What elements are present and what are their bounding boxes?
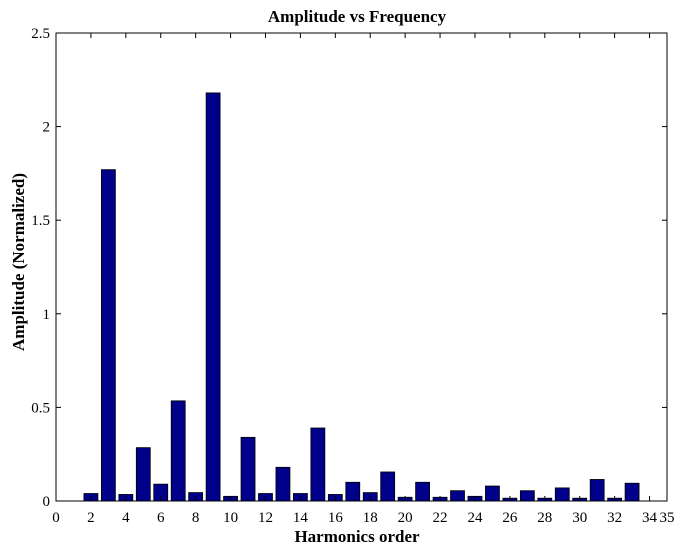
- x-tick-label-12: 12: [258, 510, 273, 526]
- ticks: 0 2 4 6 8 10 12 14 16 18 20 22 24 26 28 30 32 34 3500.511.…: [31, 26, 674, 526]
- bar-harmonic-15: [310, 427, 326, 502]
- x-tick-label-20: 20: [398, 510, 413, 526]
- bar-harmonic-23: [450, 490, 465, 502]
- bar-harmonic-27: [519, 490, 535, 502]
- x-tick-label-8: 8: [192, 510, 200, 526]
- bar-harmonic-21: [415, 481, 430, 502]
- x-tick-label-28: 28: [537, 510, 552, 526]
- x-tick-label-14: 14: [293, 510, 309, 526]
- x-tick-label-34: 34: [642, 510, 658, 526]
- x-tick-label-6: 6: [157, 510, 165, 526]
- y-tick-label-1.5: 1.5: [31, 213, 50, 229]
- x-tick-label-24: 24: [467, 510, 483, 526]
- bar-harmonic-11: [240, 436, 256, 502]
- y-tick-label-1: 1: [43, 307, 51, 323]
- x-tick-label-26: 26: [502, 510, 518, 526]
- x-tick-label-32: 32: [607, 510, 622, 526]
- x-axis-label: Harmonics order: [294, 527, 420, 546]
- x-tick-label-30: 30: [572, 510, 587, 526]
- y-tick-label-2.5: 2.5: [31, 26, 50, 42]
- bar-harmonic-5: [135, 447, 151, 502]
- y-tick-label-2: 2: [43, 120, 51, 136]
- bar-harmonic-33: [624, 482, 640, 502]
- bar-harmonic-17: [345, 481, 361, 502]
- x-tick-label-22: 22: [433, 510, 448, 526]
- bar-harmonic-31: [589, 479, 605, 502]
- x-tick-label-18: 18: [363, 510, 378, 526]
- y-tick-label-0: 0: [43, 494, 51, 510]
- bar-harmonic-7: [170, 400, 186, 502]
- bar-harmonic-19: [380, 471, 396, 502]
- x-tick-label-16: 16: [328, 510, 344, 526]
- x-tick-label-10: 10: [223, 510, 238, 526]
- chart-title: Amplitude vs Frequency: [268, 7, 447, 26]
- bar-harmonic-9: [205, 92, 221, 502]
- x-tick-label-0: 0: [52, 510, 60, 526]
- plot-frame: [55, 32, 668, 502]
- y-axis-label: Amplitude (Normalized): [9, 173, 28, 351]
- x-tick-label-2: 2: [87, 510, 95, 526]
- bar-harmonic-13: [275, 466, 291, 502]
- bar-harmonic-29: [554, 487, 570, 502]
- bar-harmonic-3: [100, 169, 116, 502]
- x-tick-label-35: 35: [660, 510, 675, 526]
- bars: [83, 92, 640, 502]
- x-tick-label-4: 4: [122, 510, 130, 526]
- bar-harmonic-25: [485, 485, 500, 502]
- y-tick-label-0.5: 0.5: [31, 400, 50, 416]
